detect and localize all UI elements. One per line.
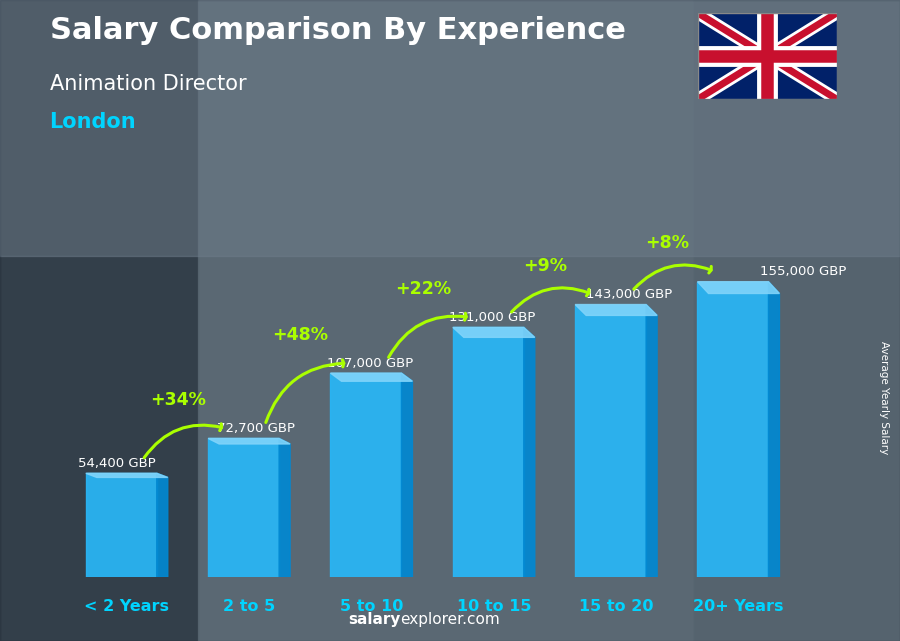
Text: +8%: +8% bbox=[645, 235, 689, 253]
Polygon shape bbox=[646, 304, 657, 577]
Polygon shape bbox=[157, 473, 167, 577]
Polygon shape bbox=[453, 328, 535, 337]
Text: 5 to 10: 5 to 10 bbox=[340, 599, 403, 613]
Bar bbox=[198, 0, 693, 641]
FancyArrowPatch shape bbox=[266, 360, 344, 422]
Bar bbox=[0, 0, 900, 256]
Text: Salary Comparison By Experience: Salary Comparison By Experience bbox=[50, 16, 625, 45]
Bar bbox=[0, 0, 198, 641]
Text: salary: salary bbox=[348, 612, 400, 627]
Text: 54,400 GBP: 54,400 GBP bbox=[78, 457, 157, 470]
Polygon shape bbox=[524, 328, 535, 577]
Text: 20+ Years: 20+ Years bbox=[693, 599, 784, 613]
Text: +48%: +48% bbox=[273, 326, 328, 344]
Text: explorer.com: explorer.com bbox=[400, 612, 500, 627]
Polygon shape bbox=[575, 304, 646, 577]
Text: +22%: +22% bbox=[395, 280, 451, 298]
FancyArrowPatch shape bbox=[144, 424, 221, 458]
Text: < 2 Years: < 2 Years bbox=[85, 599, 169, 613]
Polygon shape bbox=[330, 373, 412, 381]
Polygon shape bbox=[769, 281, 779, 577]
Polygon shape bbox=[698, 281, 779, 294]
Polygon shape bbox=[401, 373, 412, 577]
Text: 15 to 20: 15 to 20 bbox=[579, 599, 653, 613]
Polygon shape bbox=[575, 304, 657, 315]
FancyArrowPatch shape bbox=[389, 313, 466, 357]
Polygon shape bbox=[330, 373, 401, 577]
Text: 72,700 GBP: 72,700 GBP bbox=[217, 422, 294, 435]
Text: 107,000 GBP: 107,000 GBP bbox=[327, 357, 413, 370]
Text: 2 to 5: 2 to 5 bbox=[223, 599, 275, 613]
Text: 143,000 GBP: 143,000 GBP bbox=[586, 288, 672, 301]
Polygon shape bbox=[453, 328, 524, 577]
Polygon shape bbox=[208, 438, 290, 444]
Text: Animation Director: Animation Director bbox=[50, 74, 246, 94]
Text: Average Yearly Salary: Average Yearly Salary bbox=[878, 341, 889, 454]
FancyArrowPatch shape bbox=[511, 288, 589, 312]
Text: +34%: +34% bbox=[150, 391, 206, 409]
Text: 155,000 GBP: 155,000 GBP bbox=[760, 265, 846, 278]
Text: London: London bbox=[50, 112, 136, 132]
FancyArrowPatch shape bbox=[634, 265, 711, 289]
Bar bbox=[693, 0, 900, 641]
Text: 10 to 15: 10 to 15 bbox=[456, 599, 531, 613]
Polygon shape bbox=[208, 438, 279, 577]
Polygon shape bbox=[279, 438, 290, 577]
Text: 131,000 GBP: 131,000 GBP bbox=[449, 311, 536, 324]
Polygon shape bbox=[86, 473, 157, 577]
Polygon shape bbox=[86, 473, 167, 478]
Polygon shape bbox=[698, 281, 769, 577]
Text: +9%: +9% bbox=[523, 257, 567, 275]
